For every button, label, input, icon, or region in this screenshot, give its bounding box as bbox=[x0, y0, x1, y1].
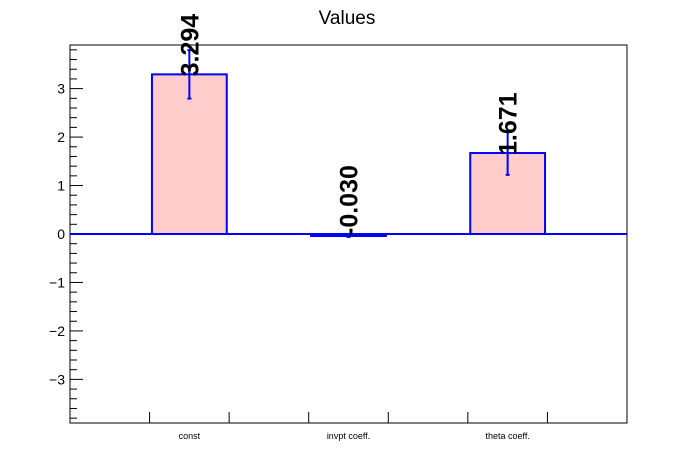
category-label: const bbox=[179, 431, 201, 441]
y-tick-label: 0 bbox=[57, 226, 65, 242]
y-tick-label: −1 bbox=[49, 274, 65, 290]
chart-title: Values bbox=[319, 8, 376, 29]
y-axis: −3 −2 −1 0 1 2 3 bbox=[49, 49, 83, 419]
value-label: -0.030 bbox=[336, 165, 364, 236]
y-tick-label: 2 bbox=[57, 129, 65, 145]
category-label: invpt coeff. bbox=[327, 431, 370, 441]
y-tick-label: 1 bbox=[57, 178, 65, 194]
x-axis bbox=[149, 412, 548, 423]
bar bbox=[150, 73, 228, 235]
value-label: 1.671 bbox=[495, 92, 523, 155]
y-tick-label: −2 bbox=[49, 323, 65, 339]
value-label: 3.294 bbox=[176, 14, 204, 77]
value-labels: 3.294 -0.030 1.671 bbox=[176, 14, 522, 236]
error-bars bbox=[187, 49, 510, 238]
category-label: theta coeff. bbox=[485, 431, 529, 441]
y-tick-label: 3 bbox=[57, 81, 65, 97]
y-tick-label: −3 bbox=[49, 371, 65, 387]
category-labels: const invpt coeff. theta coeff. bbox=[179, 431, 530, 441]
